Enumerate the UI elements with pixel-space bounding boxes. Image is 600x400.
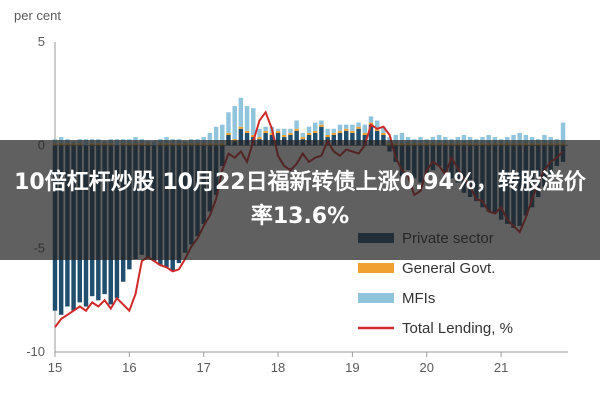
- bar-general-govt: [251, 135, 256, 138]
- bar-mfis: [356, 122, 361, 127]
- bar-general-govt: [381, 132, 386, 135]
- bar-mfis: [325, 128, 330, 135]
- bar-private-sector: [319, 126, 324, 146]
- y-tick-label: 5: [38, 34, 45, 49]
- bar-general-govt: [263, 130, 268, 133]
- x-tick-label: 17: [196, 360, 210, 375]
- bar-mfis: [343, 124, 349, 129]
- bar-general-govt: [281, 135, 287, 138]
- bar-mfis: [523, 135, 529, 144]
- bar-mfis: [263, 126, 268, 131]
- bar-mfis: [560, 122, 566, 144]
- bar-mfis: [275, 128, 281, 131]
- bar-mfis: [381, 126, 386, 133]
- legend-total-lending-label: Total Lending, %: [402, 320, 513, 337]
- bar-mfis: [257, 128, 262, 138]
- x-tick-label: 21: [494, 360, 508, 375]
- bar-mfis: [207, 132, 213, 144]
- bar-general-govt: [294, 128, 299, 131]
- legend-general-govt-label: General Govt.: [402, 260, 495, 277]
- bar-general-govt: [306, 132, 312, 135]
- bar-mfis: [461, 135, 467, 144]
- bar-mfis: [312, 122, 318, 131]
- bar-mfis: [331, 128, 337, 133]
- bar-private-sector: [337, 132, 343, 146]
- bar-general-govt: [337, 130, 343, 133]
- bar-mfis: [232, 106, 237, 140]
- y-tick-label: -10: [26, 344, 45, 359]
- bar-private-sector: [374, 130, 380, 146]
- bar-general-govt: [350, 130, 355, 133]
- bar-general-govt: [331, 132, 337, 135]
- bar-mfis: [337, 124, 343, 131]
- bar-mfis: [362, 124, 368, 133]
- bar-private-sector: [238, 128, 244, 146]
- bar-general-govt: [325, 135, 330, 138]
- bar-mfis: [350, 124, 355, 131]
- bar-private-sector: [343, 130, 349, 146]
- bar-private-sector: [312, 132, 318, 146]
- bar-private-sector: [275, 132, 281, 146]
- x-tick-label: 18: [271, 360, 285, 375]
- headline-text: 10倍杠杆炒股 10月22日福新转债上涨0.94%，转股溢价率13.6%: [14, 170, 586, 229]
- bar-mfis: [486, 135, 491, 144]
- bar-general-govt: [343, 128, 349, 131]
- bar-mfis: [300, 132, 306, 138]
- legend-mfis-label: MFIs: [402, 290, 435, 307]
- bar-mfis: [281, 128, 287, 135]
- bar-general-govt: [269, 132, 275, 135]
- bar-private-sector: [244, 132, 250, 146]
- bar-mfis: [238, 97, 244, 127]
- bar-general-govt: [312, 130, 318, 133]
- bar-mfis: [436, 135, 442, 144]
- bar-mfis: [244, 106, 250, 131]
- bar-mfis: [294, 120, 299, 129]
- bar-general-govt: [288, 132, 293, 135]
- legend-mfis-swatch: [358, 293, 394, 303]
- bar-general-govt: [300, 137, 306, 140]
- bar-mfis: [393, 135, 398, 144]
- legend-general-govt-swatch: [358, 263, 394, 273]
- bar-mfis: [399, 132, 405, 144]
- x-tick-label: 20: [420, 360, 434, 375]
- bar-private-sector: [263, 132, 268, 146]
- bar-mfis: [226, 112, 231, 133]
- headline-banner: 10倍杠杆炒股 10月22日福新转债上涨0.94%，转股溢价率13.6%: [0, 140, 600, 260]
- x-tick-label: 16: [122, 360, 136, 375]
- bar-mfis: [542, 135, 547, 144]
- bar-mfis: [213, 126, 219, 144]
- bar-mfis: [374, 120, 380, 129]
- bar-general-govt: [356, 126, 361, 129]
- bar-mfis: [319, 120, 324, 125]
- bar-general-govt: [244, 130, 250, 133]
- bar-private-sector: [350, 132, 355, 146]
- bar-general-govt: [226, 132, 231, 135]
- x-tick-label: 19: [345, 360, 359, 375]
- bar-mfis: [517, 132, 522, 144]
- bar-general-govt: [319, 124, 324, 127]
- bar-general-govt: [362, 132, 368, 135]
- bar-mfis: [251, 108, 256, 135]
- x-axis-ticks: 15 16 17 18 19 20 21: [48, 352, 508, 375]
- bar-mfis: [220, 124, 225, 144]
- bar-mfis: [288, 128, 293, 133]
- bar-private-sector: [368, 124, 374, 146]
- bar-general-govt: [238, 126, 244, 129]
- bar-mfis: [306, 126, 312, 133]
- x-tick-label: 15: [48, 360, 62, 375]
- bar-mfis: [511, 135, 516, 144]
- bar-general-govt: [275, 130, 281, 133]
- y-unit-label: per cent: [14, 8, 61, 23]
- bar-general-govt: [257, 137, 262, 140]
- bar-private-sector: [294, 130, 299, 146]
- bar-mfis: [368, 116, 374, 123]
- bar-private-sector: [356, 128, 361, 146]
